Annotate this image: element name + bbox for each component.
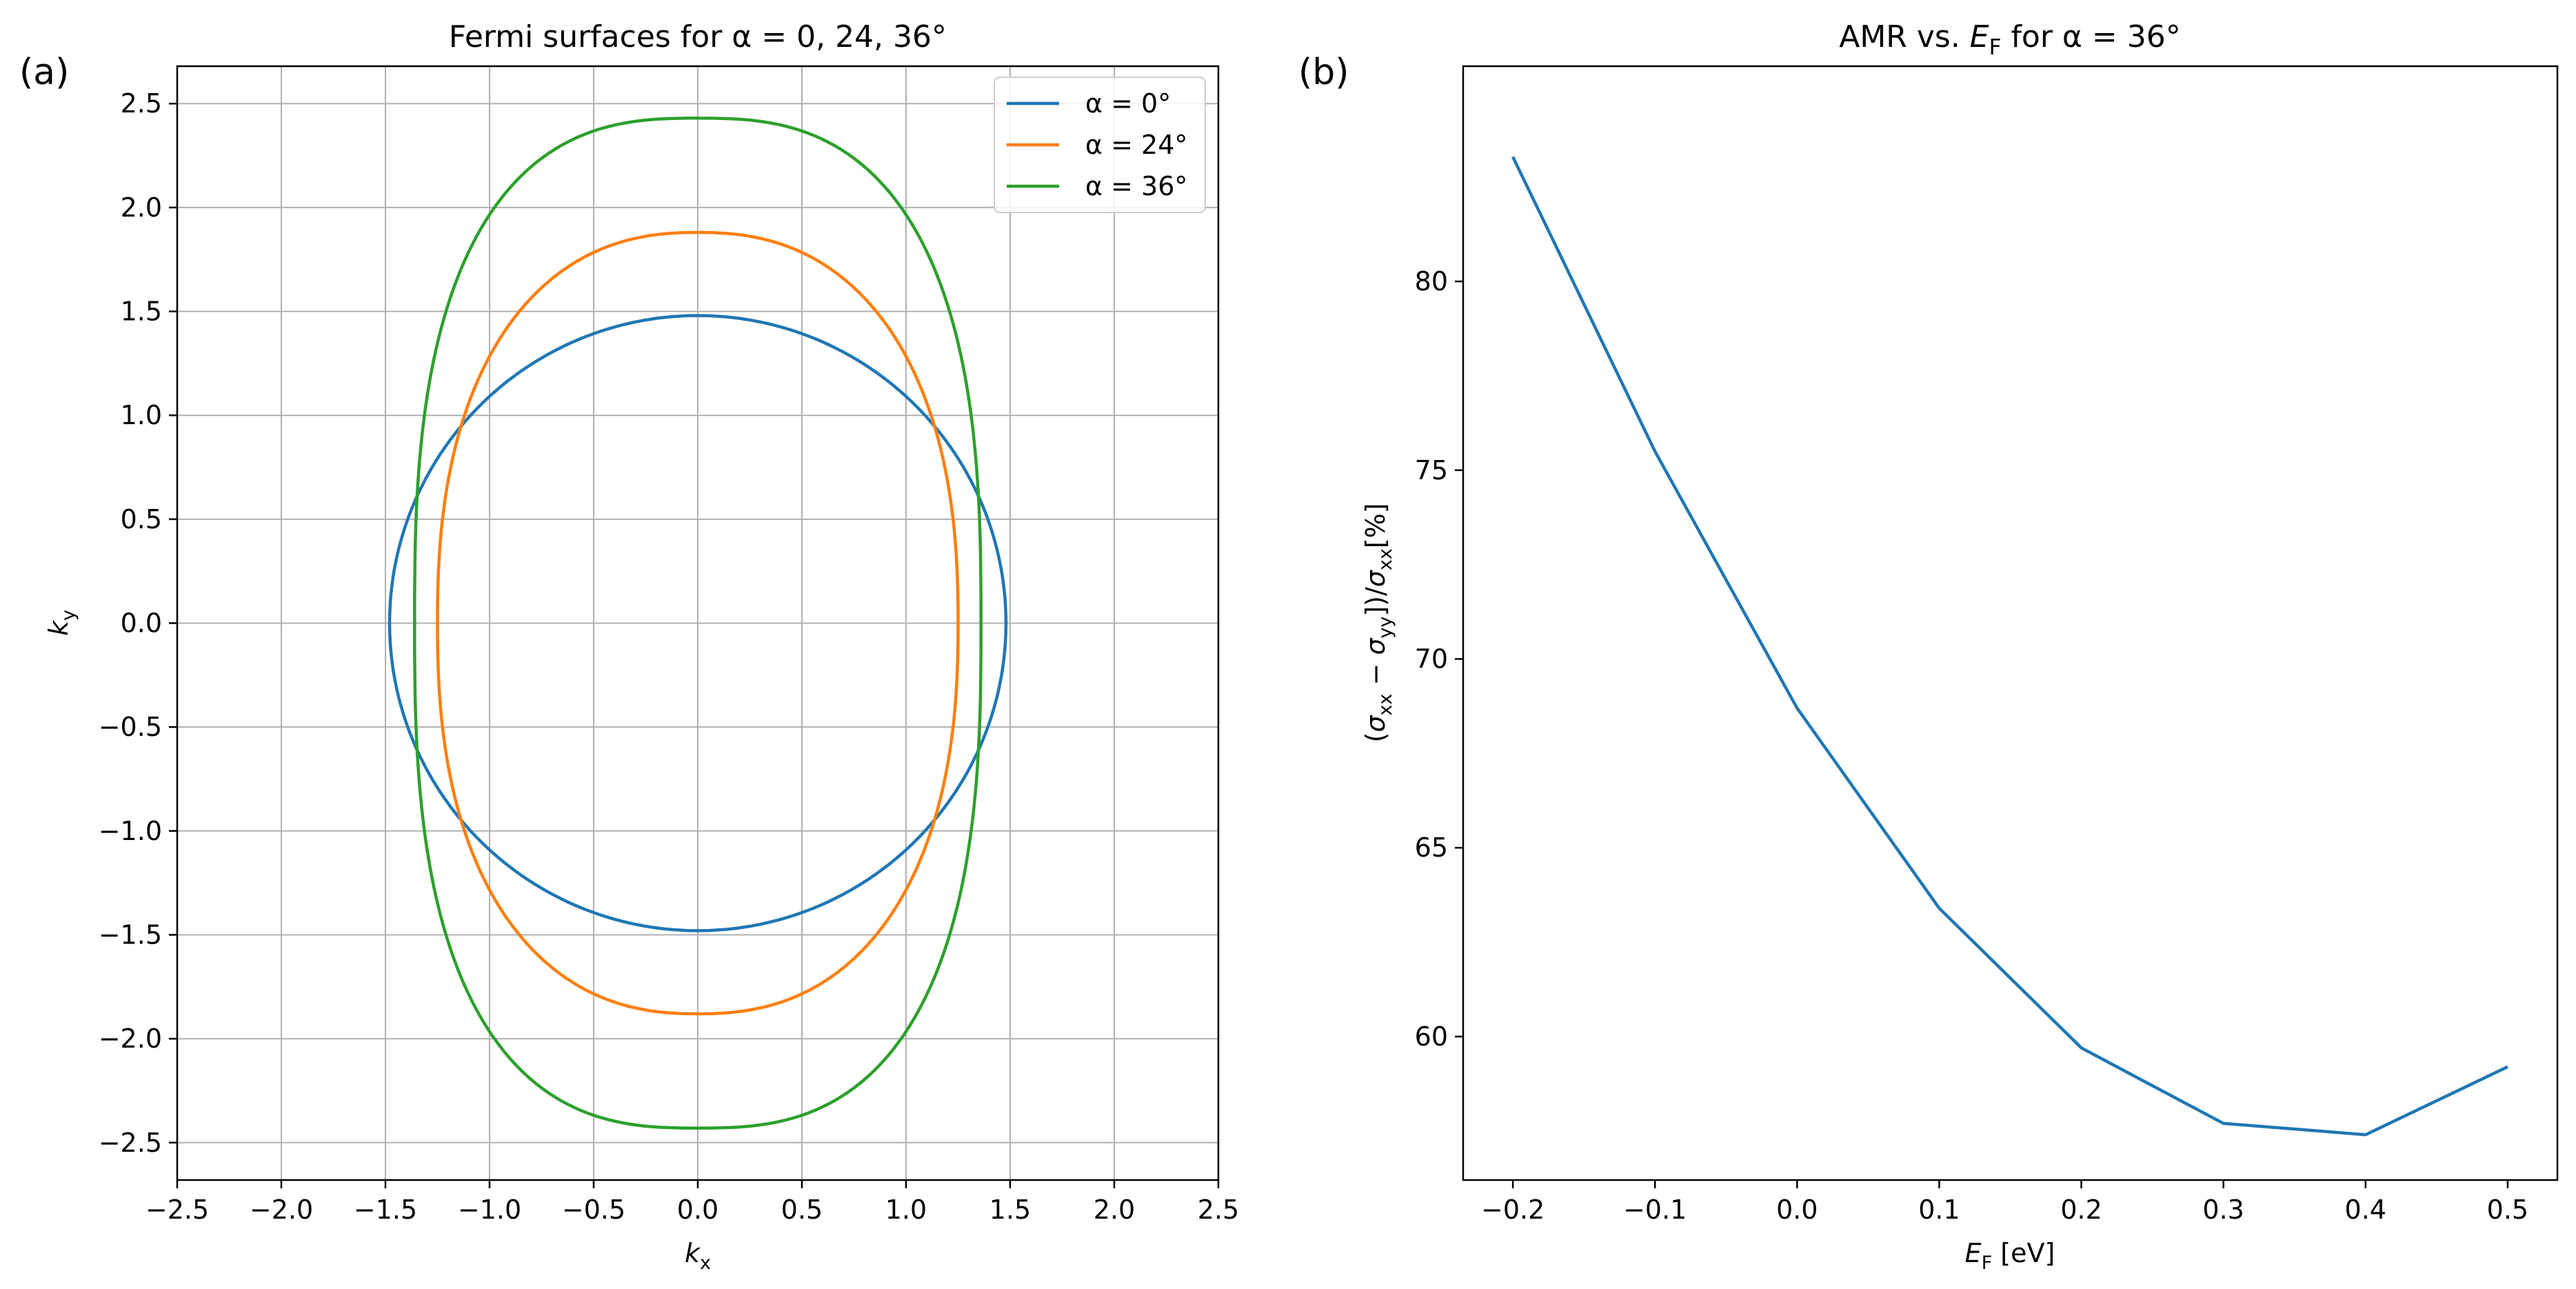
panel-a-title: Fermi surfaces for α = 0, 24, 36°	[449, 19, 947, 54]
panel-a-curves	[388, 117, 1008, 1130]
panel-a-y-ticks: −2.5 −2.0 −1.5 −1.0 −0.5 0.0 0.5 1.0 1.5 2.0 2.5	[99, 88, 177, 1158]
x-tick-label: −2.0	[250, 1195, 313, 1225]
x-tick-label: 0.1	[1918, 1195, 1960, 1225]
x-tick-label: −1.5	[354, 1195, 417, 1225]
panel-b-axes-frame	[1462, 65, 2559, 1181]
panel-b-x-ticks: −0.2 −0.1 0.0 0.1 0.2 0.3 0.4 0.5	[1481, 1180, 2528, 1225]
legend-label: α = 0°	[1085, 88, 1171, 119]
panel-a-x-axis-label: kx​	[685, 1238, 711, 1274]
y-tick-label: 60	[1415, 1021, 1448, 1052]
panel-b-y-axis-label: (σxx​ − σyy​])/σxx​[%]	[1360, 503, 1396, 742]
y-tick-label: 1.0	[121, 400, 162, 430]
panel-a-legend: α = 0° α = 24° α = 36°	[994, 77, 1206, 213]
panel-a-x-ticks: −2.5 −2.0 −1.5 −1.0 −0.5 0.0 0.5 1.0 1.5 2.0 2.5	[145, 1180, 1239, 1225]
panel-b-label: (b)	[1298, 52, 1349, 93]
panel-a-fermi-surfaces: (a) Fermi surfaces for α = 0, 24, 36° −2…	[19, 19, 1239, 1274]
y-tick-label: 75	[1415, 455, 1448, 486]
y-tick-label: 1.5	[121, 297, 162, 327]
x-tick-label: −1.0	[458, 1195, 521, 1225]
panel-b-title: AMR vs. EF​ for α = 36°	[1839, 19, 2181, 60]
x-tick-label: 2.5	[1198, 1195, 1239, 1225]
y-tick-label: −1.0	[99, 816, 162, 846]
panel-b-y-ticks: 60 65 70 75 80	[1415, 266, 1463, 1052]
x-tick-label: 0.3	[2202, 1195, 2244, 1225]
x-tick-label: 0.2	[2060, 1195, 2102, 1225]
legend-box	[994, 77, 1206, 213]
y-tick-label: 0.0	[121, 608, 162, 639]
fermi-surface-curve-2	[413, 117, 983, 1130]
x-tick-label: −0.1	[1623, 1195, 1687, 1225]
x-tick-label: 0.5	[2487, 1195, 2528, 1225]
panel-b-amr: (b) AMR vs. EF​ for α = 36° −0.2 −0.1 0.0 0…	[1298, 19, 2559, 1274]
fermi-surface-curve-0	[388, 314, 1008, 932]
panel-b-x-axis-label: EF​ [eV]	[1965, 1238, 2055, 1274]
x-tick-label: 1.0	[885, 1195, 927, 1225]
x-tick-label: −0.5	[562, 1195, 625, 1225]
y-tick-label: 2.0	[121, 192, 162, 223]
panel-a-label: (a)	[19, 52, 69, 93]
x-tick-label: −0.2	[1481, 1195, 1544, 1225]
fermi-surface-curve-1	[436, 230, 960, 1016]
x-tick-label: 2.0	[1094, 1195, 1135, 1225]
x-tick-label: −2.5	[145, 1195, 209, 1225]
y-tick-label: −0.5	[99, 712, 162, 742]
legend-label: α = 24°	[1085, 130, 1187, 160]
y-tick-label: −1.5	[99, 919, 162, 950]
y-tick-label: 2.5	[121, 88, 162, 119]
x-tick-label: 0.5	[781, 1195, 823, 1225]
panel-b-curves	[1511, 156, 2508, 1137]
panel-a-y-axis-label: ky​	[43, 610, 79, 636]
x-tick-label: 0.0	[677, 1195, 718, 1225]
y-tick-label: −2.0	[99, 1023, 162, 1054]
y-tick-label: 80	[1415, 266, 1448, 297]
y-tick-label: 0.5	[121, 504, 162, 534]
legend-label: α = 36°	[1085, 171, 1187, 201]
x-tick-label: 0.4	[2345, 1195, 2386, 1225]
x-tick-label: 1.5	[989, 1195, 1031, 1225]
y-tick-label: 65	[1415, 832, 1448, 863]
x-tick-label: 0.0	[1776, 1195, 1818, 1225]
y-tick-label: 70	[1415, 644, 1448, 675]
amr-line-0	[1511, 156, 2508, 1137]
y-tick-label: −2.5	[99, 1128, 162, 1158]
